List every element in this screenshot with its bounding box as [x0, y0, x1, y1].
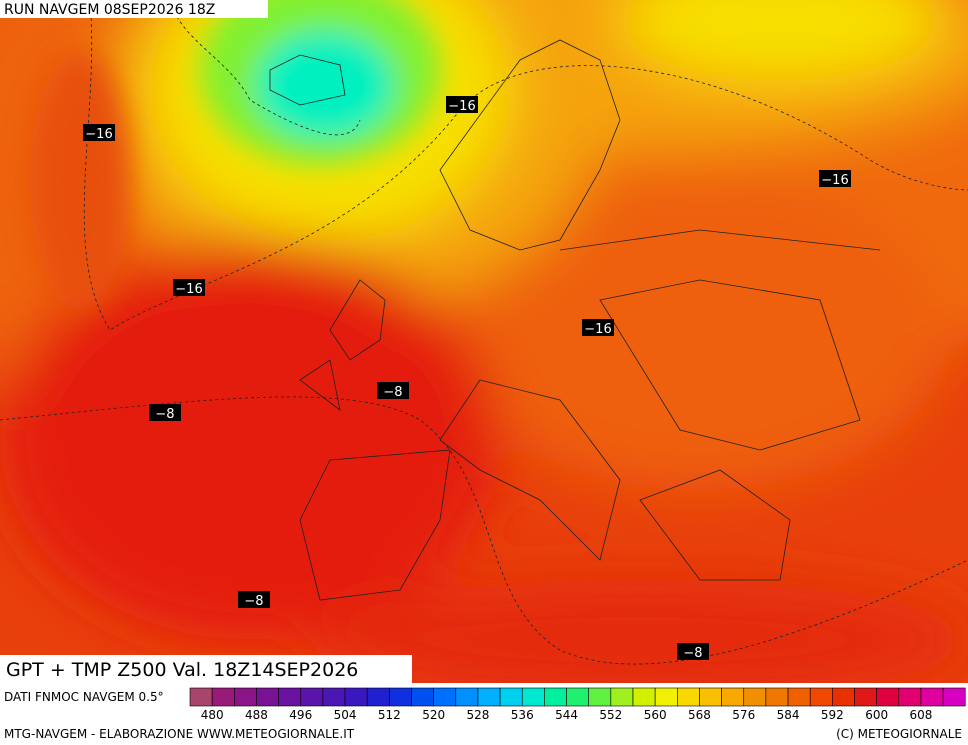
label-box	[819, 170, 851, 187]
contour-label: −8	[244, 594, 263, 609]
colorbar-tick: 568	[688, 708, 711, 722]
color-swatch	[765, 687, 789, 707]
colorbar: DATI FNMOC NAVGEM 0.5° MTG-NAVGEM - ELAB…	[4, 687, 966, 741]
colorbar-tick: 536	[511, 708, 534, 722]
color-swatch	[189, 687, 213, 707]
run-title: RUN NAVGEM 08SEP2026 18Z	[4, 2, 215, 18]
colorbar-tick: 576	[732, 708, 755, 722]
color-swatch	[544, 687, 567, 707]
label-box	[238, 591, 270, 608]
contour-label: −8	[155, 407, 174, 422]
color-swatch	[832, 687, 855, 707]
footer-right: (C) METEOGIORNALE	[836, 727, 962, 741]
contour-label: −16	[584, 322, 611, 337]
color-swatch	[721, 687, 745, 707]
color-swatch	[566, 687, 589, 707]
color-swatch	[610, 687, 634, 707]
contours	[0, 0, 968, 665]
color-swatch	[743, 687, 767, 707]
color-swatch	[389, 687, 412, 707]
color-swatch	[920, 687, 944, 707]
colorbar-tick: 504	[334, 708, 357, 722]
footer-left: MTG-NAVGEM - ELABORAZIONE WWW.METEOGIORN…	[4, 727, 355, 741]
color-swatch	[344, 687, 368, 707]
map: −16 −16 −16 −16 −16 −8 −8 −8 −8 RUN NAVGEM 08SEP…	[0, 0, 968, 683]
color-swatch	[809, 687, 833, 707]
colorbar-tick: 512	[378, 708, 401, 722]
colorbar-tick: 584	[777, 708, 800, 722]
colorbar-tick: 488	[245, 708, 268, 722]
label-box	[173, 279, 205, 296]
color-swatch	[499, 687, 523, 707]
contour-label: −16	[821, 173, 848, 188]
contour-label: −8	[383, 385, 402, 400]
contour-label: −8	[683, 646, 702, 661]
color-swatch	[942, 687, 966, 707]
colorbar-tick: 560	[644, 708, 667, 722]
color-swatch	[654, 687, 678, 707]
color-swatch	[411, 687, 434, 707]
label-box	[377, 382, 409, 399]
color-swatch	[588, 687, 612, 707]
colorbar-tick: 608	[909, 708, 932, 722]
color-swatch	[898, 687, 922, 707]
contour-label: −16	[85, 127, 112, 142]
contour-labels: −16 −16 −16 −16 −16 −8 −8 −8 −8	[83, 96, 851, 661]
colorbar-tick: 552	[599, 708, 622, 722]
label-box	[83, 124, 115, 141]
color-swatch	[211, 687, 235, 707]
color-swatch	[787, 687, 811, 707]
color-swatch	[322, 687, 346, 707]
colorbar-source: DATI FNMOC NAVGEM 0.5°	[4, 690, 164, 704]
color-swatch	[433, 687, 457, 707]
colorbar-tick: 480	[201, 708, 224, 722]
colorbar-tick: 528	[466, 708, 489, 722]
contour-label: −16	[175, 282, 202, 297]
color-swatch	[854, 687, 877, 707]
color-swatch	[676, 687, 700, 707]
color-swatch	[632, 687, 656, 707]
color-swatch	[234, 687, 257, 707]
caption-box	[0, 655, 412, 683]
colorbar-tick: 592	[821, 708, 844, 722]
label-box	[446, 96, 478, 113]
header-box	[0, 0, 268, 18]
coastlines	[269, 39, 881, 601]
colorbar-tick: 600	[865, 708, 888, 722]
caption: GPT + TMP Z500 Val. 18Z14SEP2026	[6, 659, 358, 681]
contour-label: −16	[448, 99, 475, 114]
color-swatch	[300, 687, 324, 707]
color-swatch	[455, 687, 479, 707]
label-box	[677, 643, 709, 660]
color-swatch	[699, 687, 722, 707]
color-swatch	[876, 687, 900, 707]
color-swatch	[256, 687, 279, 707]
field	[0, 0, 968, 683]
label-box	[582, 319, 614, 336]
colorbar-tick: 520	[422, 708, 445, 722]
color-swatch	[366, 687, 390, 707]
colorbar-tick: 496	[289, 708, 312, 722]
label-box	[149, 404, 181, 421]
colorbar-tick: 544	[555, 708, 578, 722]
color-swatch	[477, 687, 501, 707]
color-swatch	[278, 687, 302, 707]
color-swatch	[521, 687, 545, 707]
